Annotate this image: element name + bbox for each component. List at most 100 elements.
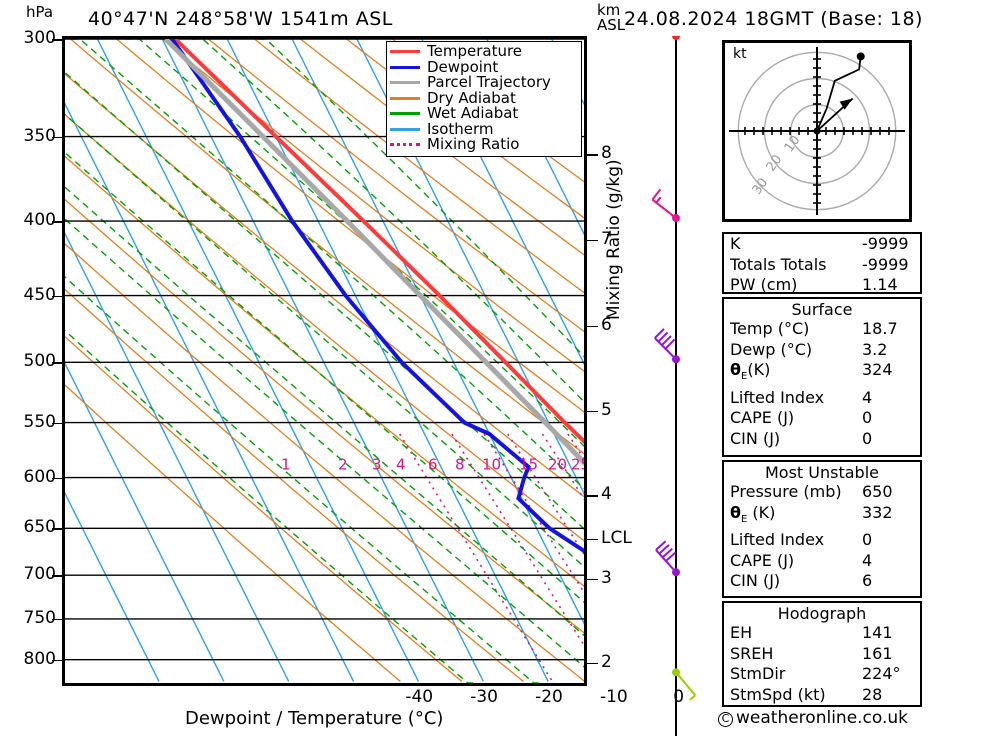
skewt-canvas: 1 2 34 68 10 15 2025: [65, 39, 584, 683]
legend-swatch-icon: [390, 65, 420, 69]
panel-row-key: Pressure (mb): [730, 482, 842, 501]
isotherm-line: [356, 39, 584, 495]
panel-row: Lifted Index 0: [724, 530, 920, 551]
wind-barb: [655, 540, 680, 577]
legend-label: Temperature: [427, 42, 523, 61]
mixing-ratio-label: 3: [372, 456, 382, 474]
mixing-ratio-label: 1: [281, 456, 291, 474]
height-tick-label: 6: [601, 314, 612, 335]
wind-barb-canvas: [651, 6, 697, 736]
wind-barb: [651, 188, 680, 223]
panel-row: θE(K) 324: [724, 360, 920, 388]
panel-row-value: 3.2: [862, 339, 888, 359]
pressure-tick-mark: [52, 362, 62, 364]
run-datetime-title: 24.08.2024 18GMT (Base: 18): [624, 8, 923, 30]
pressure-tick-label: 700: [23, 564, 56, 585]
panel-title: Most Unstable: [765, 463, 879, 482]
hodograph-top-dot: [856, 52, 865, 61]
mixing-ratio-line: [451, 433, 584, 647]
panel-row: Lifted Index 4: [724, 388, 920, 409]
height-tick-mark: [587, 154, 598, 156]
isotherm-line: [226, 39, 549, 682]
mixing-ratio-label: 4: [396, 456, 406, 474]
pressure-unit-label: hPa: [26, 3, 54, 21]
height-tick-mark: [587, 662, 598, 665]
panel-row: CAPE (J) 0: [724, 408, 920, 429]
height-tick-label: LCL: [601, 527, 632, 548]
wind-barb: [654, 328, 680, 364]
panel-row-value: 0: [862, 530, 873, 550]
legend-label: Parcel Trajectory: [427, 73, 551, 92]
panel-title: Surface: [791, 300, 853, 319]
pressure-tick-label: 800: [23, 648, 56, 669]
wind-barb: [672, 668, 697, 701]
pressure-tick-label: 500: [23, 351, 56, 372]
pressure-tick-mark: [52, 136, 62, 139]
height-tick-label: 3: [601, 567, 612, 588]
height-tick-mark: [587, 325, 598, 328]
panel-row-value: 650: [862, 482, 893, 501]
panel-row-key: Lifted Index: [730, 387, 825, 407]
pressure-tick-mark: [52, 659, 62, 662]
mixing-ratio-label: 10: [482, 456, 501, 474]
legend-label: Isotherm: [427, 119, 494, 138]
mixing-ratio-line: [483, 433, 584, 594]
panel-row: K -9999: [724, 234, 920, 255]
panel-row-key: CAPE (J): [730, 408, 795, 428]
legend-swatch-icon: [390, 50, 420, 54]
panel-row-value: 224°: [862, 664, 901, 683]
isotherm-line: [161, 39, 484, 682]
mixing-ratio-label: 20: [548, 456, 567, 474]
height-tick-mark: [587, 578, 598, 581]
panel-row: StmSpd (kt) 28: [724, 685, 920, 706]
panel-row-key: StmDir: [730, 664, 786, 683]
legend-swatch-icon: [390, 112, 420, 116]
panel-most-unstable: Most Unstable Pressure (mb) 650 θE (K) 332 Li…: [722, 460, 922, 598]
pressure-tick-label: 450: [23, 284, 56, 305]
hodograph-storm-arrowhead: [839, 98, 853, 110]
height-tick-label: 4: [601, 484, 612, 505]
pressure-tick-mark: [52, 39, 62, 41]
panel-row-value: 332: [862, 502, 893, 522]
dry-adiabat-line: [300, 39, 584, 256]
pressure-tick-label: 750: [23, 607, 56, 628]
station-title: 40°47'N 248°58'W 1541m ASL: [88, 8, 393, 30]
panel-row-key: CAPE (J): [730, 550, 795, 570]
legend-swatch-icon: [390, 143, 420, 147]
panel-row-value: 4: [862, 550, 873, 570]
panel-row: CIN (J) 6: [724, 571, 920, 592]
legend-label: Dewpoint: [427, 57, 499, 76]
height-tick-mark: [587, 410, 598, 413]
panel-row: Dewp (°C) 3.2: [724, 340, 920, 361]
panel-row: PW (cm) 1.14: [724, 275, 920, 296]
mixing-ratio-label: 6: [428, 456, 438, 474]
dry-adiabat-line: [346, 39, 584, 219]
dry-adiabat-line: [65, 243, 584, 682]
legend-label: Dry Adiabat: [427, 88, 516, 107]
wet-adiabat-line: [125, 39, 584, 447]
wet-adiabat-line: [65, 151, 584, 604]
panel-title: Hodograph: [777, 604, 867, 623]
panel-row-value: -9999: [862, 254, 909, 274]
dry-adiabat-line: [208, 39, 584, 333]
panel-row-key: EH: [730, 623, 753, 642]
mixing-ratio-line: [541, 433, 584, 501]
panel-row-value: 18.7: [862, 319, 898, 338]
copyright-icon: C: [718, 712, 733, 727]
panel-row-key: Temp (°C): [730, 319, 810, 338]
wet-adiabat-line: [66, 39, 584, 490]
dry-adiabat-line: [65, 73, 584, 498]
legend-label: Wet Adiabat: [427, 104, 519, 123]
panel-row-value: 141: [862, 623, 893, 642]
pressure-tick-mark: [52, 221, 62, 223]
height-tick-label: 7: [601, 228, 612, 249]
mixing-ratio-label: 2: [338, 456, 348, 474]
panel-row-key: CIN (J): [730, 571, 781, 591]
mixing-ratio-label: 25: [571, 456, 584, 474]
dry-adiabat-line: [65, 335, 463, 682]
panel-indices: K -9999 Totals Totals -9999 PW (cm) 1.14: [722, 232, 922, 294]
mixing-ratio-line: [507, 433, 584, 556]
pressure-tick-label: 400: [23, 210, 56, 231]
skewt-diagram: 1 2 34 68 10 15 2025: [62, 36, 587, 686]
panel-row: SREH 161: [724, 644, 920, 665]
